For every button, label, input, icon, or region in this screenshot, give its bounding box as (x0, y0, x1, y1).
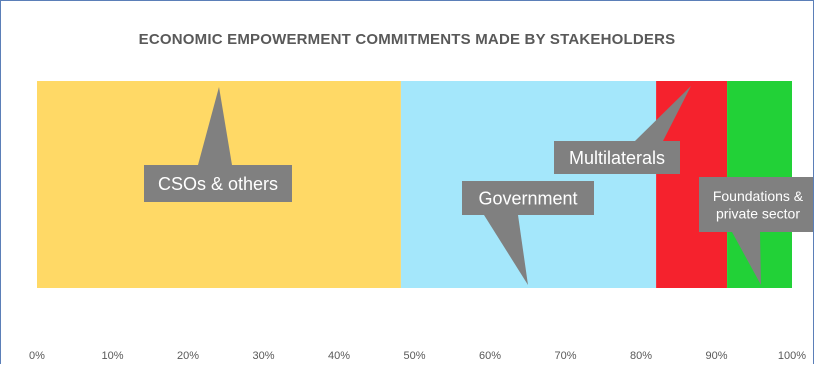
x-tick-label: 50% (403, 350, 425, 362)
x-tick-label: 80% (630, 350, 652, 362)
callout-box-3 (554, 141, 680, 174)
callout-pointer-3 (635, 86, 691, 141)
x-tick-label: 90% (705, 350, 727, 362)
x-tick-label: 0% (29, 350, 45, 362)
callout-box-1 (144, 165, 292, 202)
chart-title: ECONOMIC EMPOWERMENT COMMITMENTS MADE BY… (138, 31, 676, 48)
callout-pointer-2 (484, 215, 528, 285)
callout-pointer-4 (732, 232, 761, 285)
callout-box-4 (699, 177, 813, 232)
callout-label-1: CSOs & others (158, 174, 278, 194)
x-tick-label: 100% (778, 350, 806, 362)
x-tick-label: 60% (479, 350, 501, 362)
callout-label-2: Government (478, 188, 577, 208)
callout-label-3: Multilaterals (569, 148, 665, 168)
x-tick-label: 70% (554, 350, 576, 362)
x-tick-label: 20% (177, 350, 199, 362)
callout-box-2 (462, 181, 594, 215)
callout-label-4: private sector (716, 205, 800, 221)
callout-pointer-1 (198, 87, 232, 165)
x-tick-label: 30% (252, 350, 274, 362)
callout-label-4: Foundations & (713, 188, 804, 204)
x-tick-label: 10% (101, 350, 123, 362)
x-tick-label: 40% (328, 350, 350, 362)
